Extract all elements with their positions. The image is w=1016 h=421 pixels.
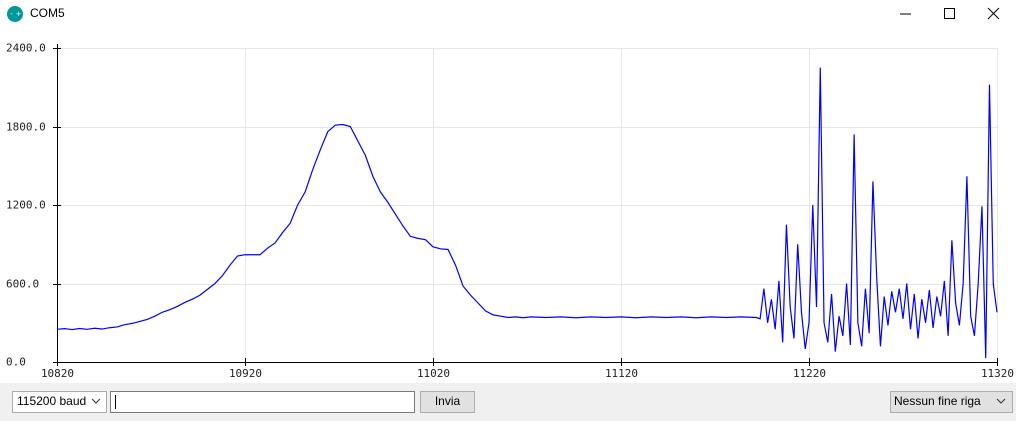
y-tick-label: 2400.0 <box>6 42 46 55</box>
baud-select[interactable] <box>12 391 107 413</box>
y-tick-label: 0.0 <box>6 356 26 369</box>
app-icon-glyph: + <box>16 10 22 18</box>
x-tick-label: 10820 <box>41 367 74 380</box>
app-icon <box>7 6 23 22</box>
x-tick-label: 11120 <box>605 367 638 380</box>
line-ending-select[interactable] <box>890 391 1013 413</box>
dropdown-arrow <box>996 398 1006 404</box>
send-button-text: Invia <box>435 394 461 408</box>
y-tick-label: 1800.0 <box>6 121 46 134</box>
baud-select-text: 115200 baud <box>17 394 86 408</box>
send-button[interactable] <box>420 391 475 413</box>
window-title: COM5 <box>30 6 65 20</box>
dropdown-arrow <box>91 398 101 404</box>
x-tick-label: 11220 <box>793 367 826 380</box>
y-tick-label: 1200.0 <box>6 199 46 212</box>
x-tick-label: 10920 <box>229 367 262 380</box>
line-ending-select-text: Nessun fine riga <box>894 394 981 408</box>
close-button[interactable] <box>987 7 1000 20</box>
app-icon-glyph: - <box>10 10 13 18</box>
y-tick-label: 600.0 <box>6 278 39 291</box>
message-input[interactable] <box>110 391 415 413</box>
x-tick-label: 11020 <box>417 367 450 380</box>
x-tick-label: 11320 <box>981 367 1014 380</box>
maximize-button[interactable] <box>944 8 955 19</box>
data-line <box>56 67 998 359</box>
plot: 0.0 600.0 1200.0 1800.0 2400.0 10820 10920 1102… <box>6 42 1014 381</box>
